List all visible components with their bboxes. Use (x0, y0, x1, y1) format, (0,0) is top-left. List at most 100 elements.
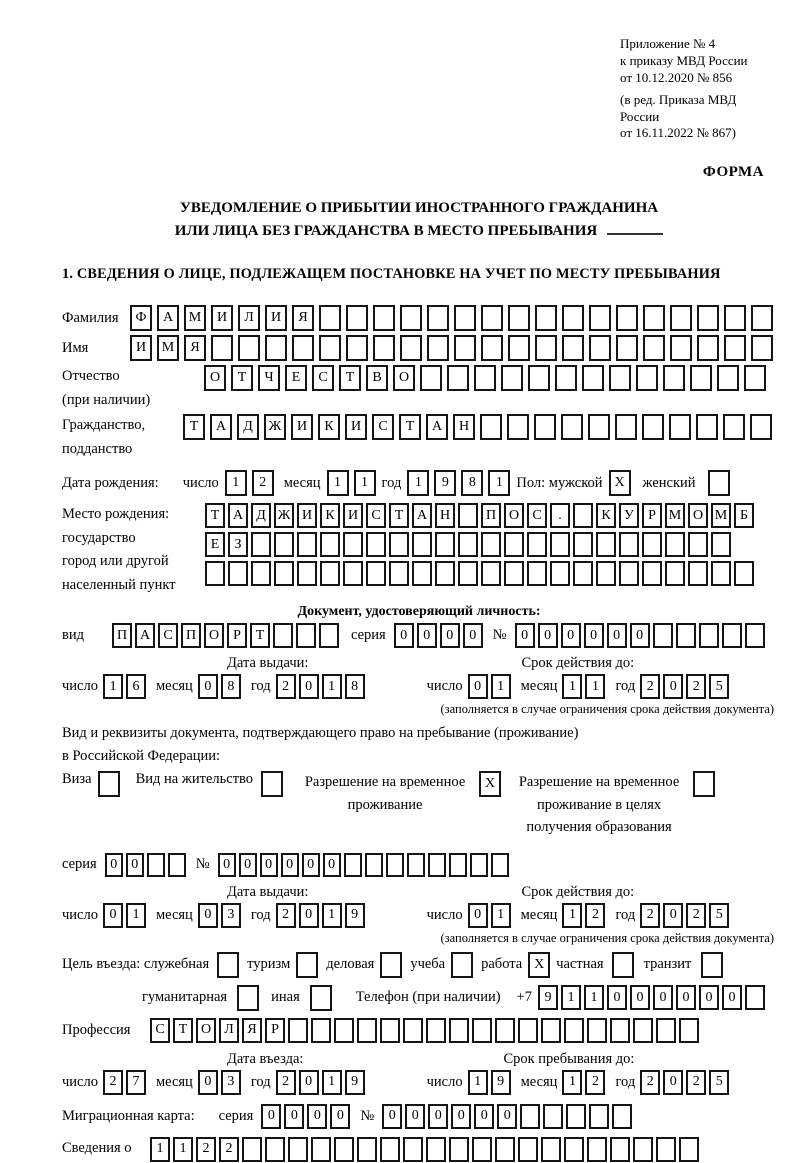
cell[interactable] (717, 365, 739, 392)
cell[interactable] (573, 503, 593, 529)
cell[interactable] (643, 305, 665, 332)
cell[interactable]: 0 (238, 852, 257, 877)
cell[interactable]: . (550, 503, 570, 529)
cell[interactable] (449, 1017, 469, 1043)
cell[interactable] (451, 951, 474, 978)
cell[interactable] (573, 561, 593, 587)
cell[interactable] (357, 1017, 377, 1043)
cell[interactable] (723, 414, 745, 441)
cell[interactable] (707, 470, 730, 497)
cell[interactable]: И (345, 414, 367, 441)
cell[interactable]: 0 (280, 852, 299, 877)
cell[interactable]: 1 (562, 902, 583, 928)
cell[interactable]: 1 (490, 674, 511, 700)
cell[interactable]: В (366, 365, 388, 392)
cell[interactable] (550, 561, 570, 587)
cell[interactable] (616, 305, 638, 332)
cell[interactable] (472, 1136, 492, 1162)
cell[interactable]: 0 (217, 852, 236, 877)
cell[interactable] (670, 335, 692, 362)
cell[interactable]: 2 (640, 674, 661, 700)
cell[interactable] (251, 561, 271, 587)
cell[interactable]: Т (173, 1017, 193, 1043)
cell[interactable]: С (372, 414, 394, 441)
cell[interactable] (412, 561, 432, 587)
cell[interactable]: 2 (686, 674, 707, 700)
cell[interactable]: Р (227, 623, 247, 649)
cell[interactable]: 0 (416, 623, 437, 649)
cell[interactable]: 9 (490, 1069, 511, 1095)
cell[interactable] (265, 1136, 285, 1162)
cell[interactable] (665, 532, 685, 558)
cell[interactable]: 1 (560, 985, 581, 1011)
cell[interactable]: 0 (606, 985, 627, 1011)
cell[interactable] (296, 623, 316, 649)
cell[interactable] (561, 414, 583, 441)
cell[interactable] (265, 335, 287, 362)
cell[interactable] (334, 1017, 354, 1043)
cell[interactable] (238, 335, 260, 362)
cell[interactable] (251, 532, 271, 558)
cell[interactable]: 0 (428, 1103, 449, 1129)
cell[interactable] (688, 532, 708, 558)
cell[interactable] (447, 365, 469, 392)
cell[interactable] (619, 532, 639, 558)
cell[interactable] (504, 532, 524, 558)
cell[interactable]: 2 (640, 1069, 661, 1095)
cell[interactable]: К (596, 503, 616, 529)
cell[interactable]: С (158, 623, 178, 649)
cell[interactable] (481, 305, 503, 332)
cell[interactable]: 0 (663, 1069, 684, 1095)
cell[interactable] (724, 335, 746, 362)
cell[interactable] (564, 1017, 584, 1043)
cell[interactable]: Е (285, 365, 307, 392)
cell[interactable] (292, 335, 314, 362)
cell[interactable]: 2 (251, 470, 274, 497)
cell[interactable] (274, 561, 294, 587)
cell[interactable]: 0 (298, 1069, 319, 1095)
cell[interactable] (697, 305, 719, 332)
cell[interactable] (454, 335, 476, 362)
cell[interactable]: Т (389, 503, 409, 529)
cell[interactable]: И (211, 305, 233, 332)
cell[interactable]: 8 (344, 674, 365, 700)
cell[interactable]: 1 (407, 470, 430, 497)
cell[interactable]: О (204, 365, 226, 392)
cell[interactable] (587, 1136, 607, 1162)
cell[interactable] (380, 951, 403, 978)
purpose-business-checkbox[interactable] (380, 951, 403, 978)
cell[interactable]: А (426, 414, 448, 441)
cell[interactable]: 0 (259, 852, 278, 877)
cell[interactable]: Я (242, 1017, 262, 1043)
cell[interactable] (346, 335, 368, 362)
cell[interactable]: 1 (224, 470, 247, 497)
cell[interactable]: 2 (686, 902, 707, 928)
cell[interactable]: 9 (344, 1069, 365, 1095)
birth-place-row3-input[interactable] (205, 561, 754, 587)
cell[interactable] (380, 1136, 400, 1162)
cell[interactable] (520, 1103, 541, 1129)
cell[interactable] (373, 305, 395, 332)
cell[interactable] (690, 365, 712, 392)
cell[interactable] (665, 561, 685, 587)
cell[interactable]: М (157, 335, 179, 362)
cell[interactable] (656, 1136, 676, 1162)
cell[interactable]: 0 (405, 1103, 426, 1129)
cell[interactable]: Б (734, 503, 754, 529)
cell[interactable] (474, 365, 496, 392)
cell[interactable] (400, 335, 422, 362)
cell[interactable] (364, 852, 383, 877)
